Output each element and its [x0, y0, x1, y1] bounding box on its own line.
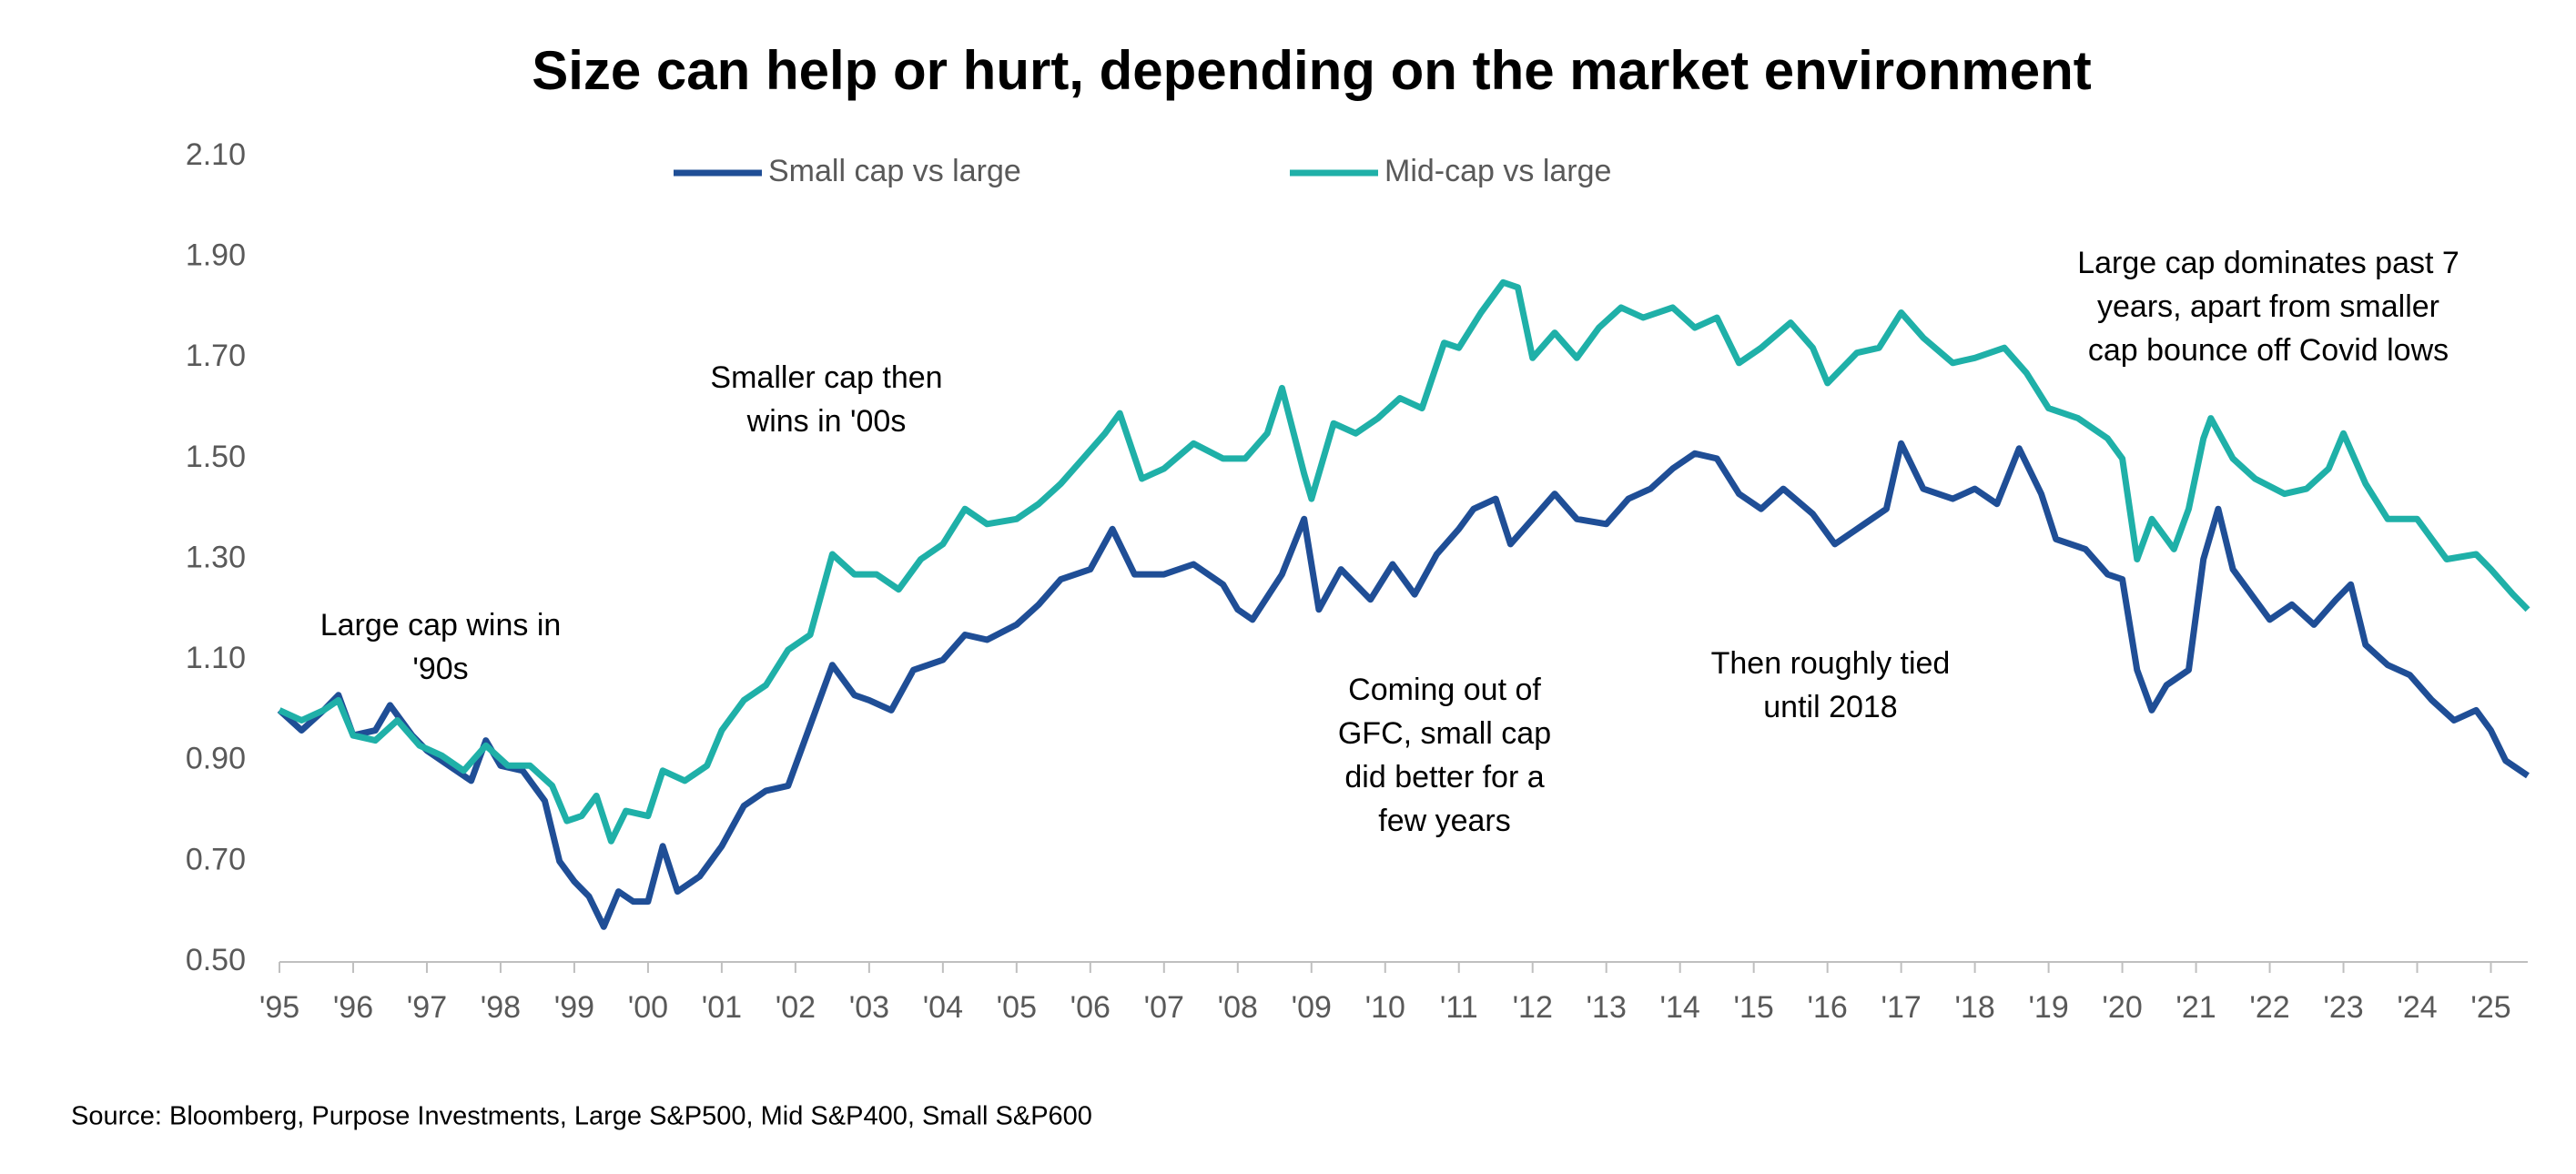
annotation: until 2018 — [1763, 690, 1897, 724]
x-tick-label: '99 — [554, 990, 594, 1025]
annotation: few years — [1378, 804, 1511, 838]
y-tick-label: 0.70 — [186, 842, 246, 876]
x-tick-label: '96 — [333, 990, 373, 1025]
annotation: Large cap wins in — [320, 608, 562, 643]
x-tick-label: '24 — [2397, 990, 2437, 1025]
x-tick-label: '20 — [2102, 990, 2142, 1025]
x-tick-label: '14 — [1660, 990, 1700, 1025]
series-line — [278, 278, 2530, 845]
annotation: cap bounce off Covid lows — [2088, 333, 2449, 368]
x-tick-label: '10 — [1365, 990, 1405, 1025]
x-tick-label: '09 — [1292, 990, 1332, 1025]
x-tick-label: '17 — [1881, 990, 1921, 1025]
x-tick-label: '95 — [259, 990, 299, 1025]
y-tick-label: 0.50 — [186, 943, 246, 977]
y-tick-label: 1.50 — [186, 440, 246, 474]
annotation: GFC, small cap — [1338, 716, 1551, 751]
x-tick-label: '21 — [2175, 990, 2216, 1025]
series-line — [277, 440, 2530, 930]
legend-label: Small cap vs large — [768, 154, 1021, 188]
x-tick-label: '02 — [776, 990, 816, 1025]
x-tick-label: '22 — [2249, 990, 2289, 1025]
y-tick-label: 1.30 — [186, 540, 246, 574]
x-tick-label: '07 — [1144, 990, 1184, 1025]
x-tick-label: '98 — [481, 990, 521, 1025]
x-tick-label: '11 — [1440, 990, 1478, 1025]
annotation: Smaller cap then — [710, 360, 942, 395]
x-tick-label: '01 — [702, 990, 742, 1025]
x-tick-label: '18 — [1954, 990, 1994, 1025]
annotation: '90s — [412, 652, 468, 686]
x-tick-label: '08 — [1218, 990, 1258, 1025]
legend-label: Mid-cap vs large — [1384, 154, 1611, 188]
x-tick-label: '23 — [2323, 990, 2363, 1025]
x-tick-label: '00 — [628, 990, 668, 1025]
x-tick-label: '06 — [1070, 990, 1111, 1025]
x-tick-label: '12 — [1513, 990, 1553, 1025]
annotation: Large cap dominates past 7 — [2077, 246, 2459, 280]
x-tick-label: '03 — [849, 990, 889, 1025]
annotation: years, apart from smaller — [2097, 289, 2439, 324]
y-tick-label: 1.90 — [186, 238, 246, 273]
y-tick-label: 1.10 — [186, 641, 246, 675]
y-tick-label: 1.70 — [186, 339, 246, 373]
annotation: did better for a — [1344, 760, 1544, 794]
chart-title: Size can help or hurt, depending on the … — [532, 40, 2092, 101]
annotation: Then roughly tied — [1711, 646, 1951, 681]
x-tick-label: '19 — [2028, 990, 2068, 1025]
annotation: Coming out of — [1348, 673, 1541, 707]
source-note: Source: Bloomberg, Purpose Investments, … — [71, 1102, 1092, 1131]
x-tick-label: '16 — [1807, 990, 1847, 1025]
x-tick-label: '13 — [1587, 990, 1627, 1025]
x-tick-label: '05 — [997, 990, 1037, 1025]
y-tick-label: 0.90 — [186, 742, 246, 776]
x-tick-label: '04 — [923, 990, 963, 1025]
x-tick-label: '25 — [2470, 990, 2510, 1025]
x-tick-label: '97 — [407, 990, 447, 1025]
y-tick-label: 2.10 — [186, 137, 246, 172]
x-tick-label: '15 — [1734, 990, 1774, 1025]
annotation: wins in '00s — [746, 404, 907, 439]
